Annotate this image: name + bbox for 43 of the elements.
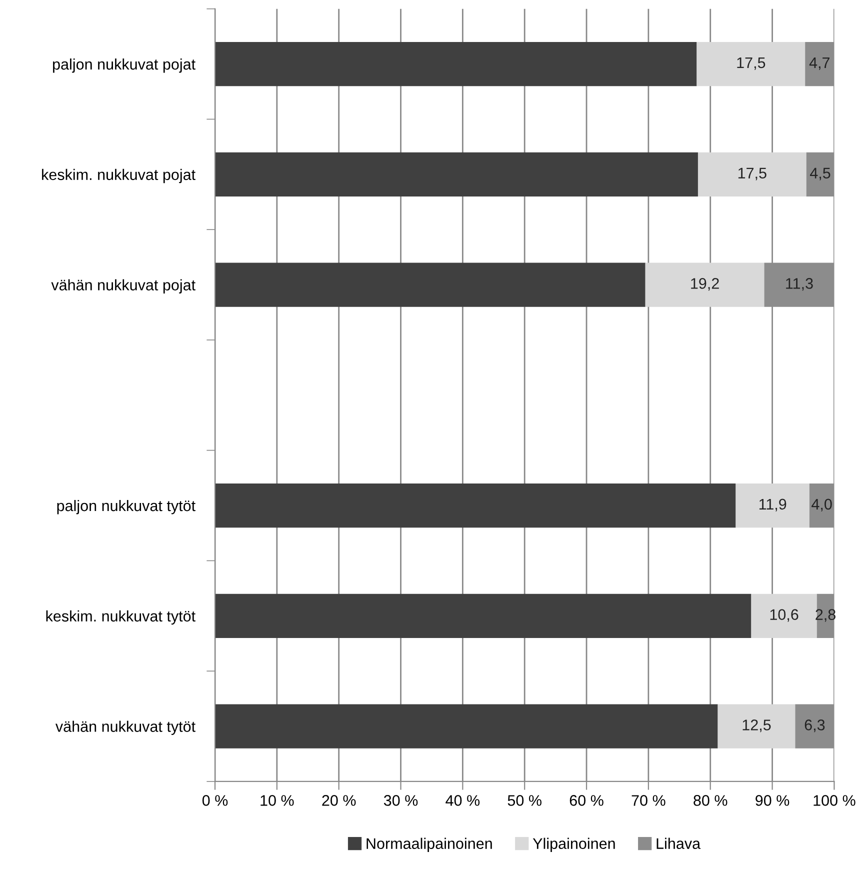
data-label: 4,7: [809, 57, 830, 70]
x-tick-label: 0 %: [202, 795, 228, 806]
bar: [215, 594, 752, 638]
bar: [751, 594, 817, 638]
x-tick-label: 100 %: [814, 795, 856, 806]
bar: [215, 262, 646, 307]
bar: [215, 42, 697, 86]
legend-label: Lihava: [656, 838, 701, 850]
x-tick-label: 60 %: [570, 795, 604, 806]
bar: [718, 704, 796, 748]
data-label: 6,3: [804, 720, 825, 732]
bar: [698, 152, 806, 196]
x-tick-label: 70 %: [632, 795, 666, 806]
x-tick-label: 90 %: [756, 795, 790, 806]
data-label: 19,2: [691, 278, 719, 291]
y-tick-label: paljon nukkuvat pojat: [53, 58, 196, 73]
bar: [736, 483, 810, 528]
bar: [215, 704, 718, 748]
bar: [215, 483, 736, 528]
x-tick-label: 80 %: [694, 795, 728, 806]
bar: [215, 152, 698, 196]
bar: [696, 42, 806, 86]
x-tick-label: 30 %: [384, 795, 418, 806]
data-label: 12,5: [742, 720, 771, 732]
x-tick-label: 10 %: [260, 795, 294, 806]
y-tick-label: vähän nukkuvat pojat: [51, 279, 196, 294]
data-label: 11,9: [759, 498, 786, 512]
legend-label: Ylipainoinen: [532, 838, 615, 852]
x-tick-label: 40 %: [446, 795, 480, 806]
y-tick-label: keskim. nukkuvat tytöt: [46, 610, 196, 625]
data-label: 17,5: [738, 168, 766, 180]
data-label: 11,3: [786, 278, 813, 291]
y-tick-label: paljon nukkuvat tytöt: [57, 500, 196, 514]
legend-label: Normaalipainoinen: [366, 838, 492, 852]
bar: [645, 262, 764, 307]
data-label: 4,5: [810, 168, 830, 180]
x-tick-label: 20 %: [322, 795, 356, 806]
y-tick-label: keskim. nukkuvat pojat: [42, 168, 196, 184]
data-label: 10,6: [770, 609, 798, 622]
data-label: 17,5: [737, 57, 766, 70]
y-tick-label: vähän nukkuvat tytöt: [55, 720, 196, 735]
data-label: 4,0: [812, 498, 832, 512]
x-tick-label: 50 %: [508, 795, 542, 806]
